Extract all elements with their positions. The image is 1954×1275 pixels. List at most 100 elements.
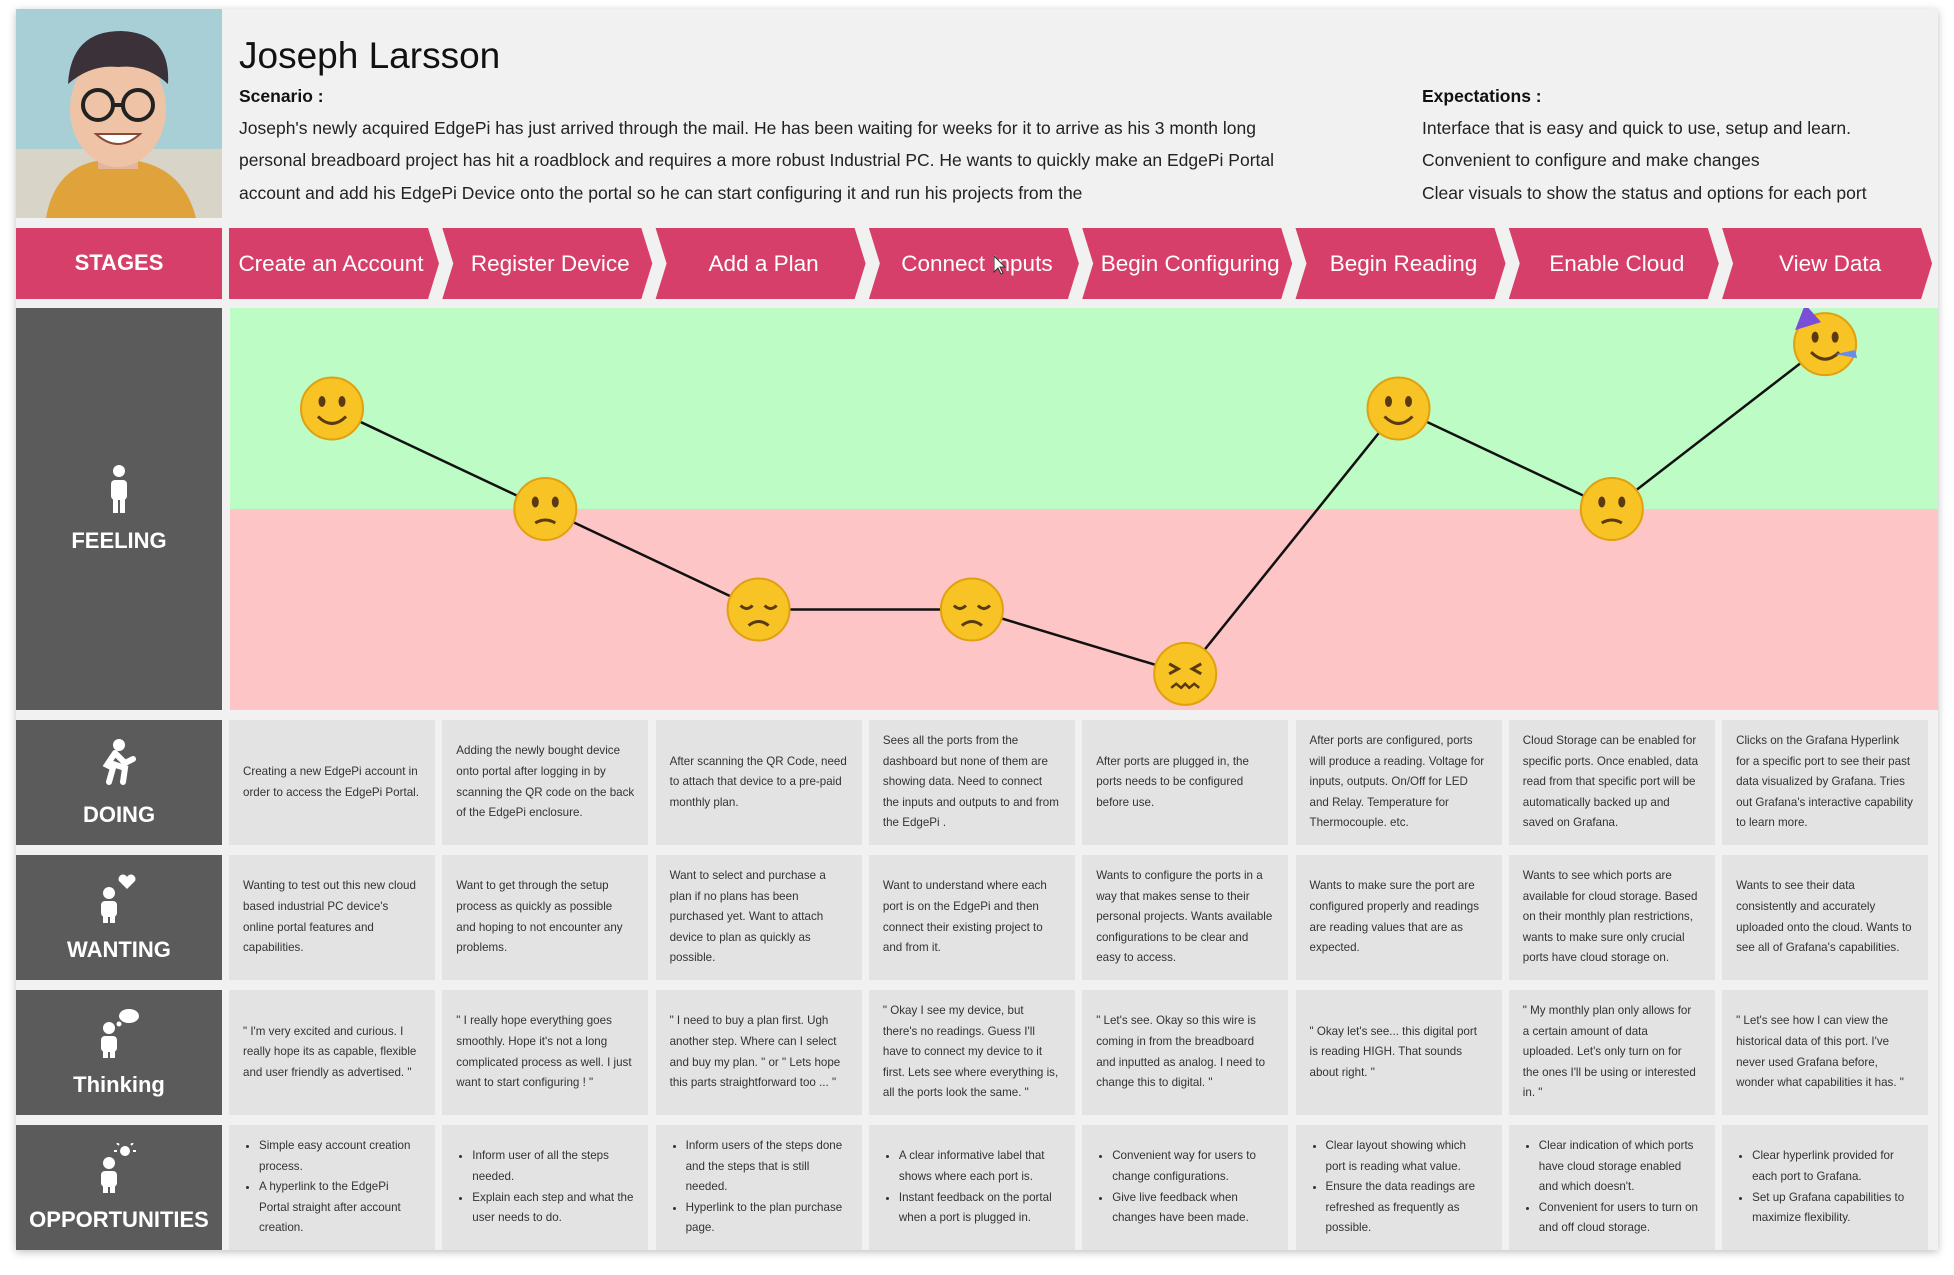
row-icon [97, 873, 141, 929]
feeling-emoji [726, 577, 791, 642]
expectation: Convenient to configure and make changes [1422, 150, 1760, 171]
stage-arrow [1722, 228, 1933, 299]
bullet-item: Hyperlink to the plan purchase page. [686, 1198, 848, 1239]
row-cell: Sees all the ports from the dashboard bu… [868, 720, 1075, 845]
emoji-face [1579, 477, 1644, 541]
emoji-face [1366, 376, 1431, 441]
row-cell: Clicks on the Grafana Hyperlink for a sp… [1722, 720, 1929, 845]
emoji-eye [1385, 396, 1392, 407]
cell-text: Want to get through the setup process as… [456, 879, 623, 955]
stage-label: Connect Inputs [901, 251, 1052, 276]
stages-row: STAGES Create an Account Register Device A… [16, 228, 1933, 299]
stage-label: Enable Cloud [1549, 251, 1684, 276]
feeling-emoji [1793, 308, 1858, 377]
cell-text: Wants to make sure the port are configur… [1309, 879, 1480, 955]
cell-text: After scanning the QR Code, need to atta… [669, 754, 847, 809]
cell-text: " My monthly plan only allows for a cert… [1522, 1004, 1696, 1100]
feeling-chart [230, 308, 1938, 710]
bullet-list: A clear informative label that shows whe… [883, 1146, 1061, 1228]
cell-text: Creating a new EdgePi account in order t… [243, 764, 419, 799]
cell-text: After ports are configured, ports will p… [1309, 734, 1485, 830]
bullet-item: A clear informative label that shows whe… [899, 1146, 1061, 1187]
bullet-list: Convenient way for users to change confi… [1096, 1146, 1274, 1228]
row-cell: Clear hyperlink provided for each port t… [1722, 1125, 1929, 1250]
row-icon-svg [102, 738, 136, 785]
cell-text: Sees all the ports from the dashboard bu… [882, 734, 1059, 830]
emoji-face [513, 477, 578, 541]
bullet-item: Inform users of the steps done and the s… [686, 1136, 848, 1198]
cell-text: " I need to buy a plan first. Ugh anothe… [669, 1014, 841, 1090]
journey-map: Joseph Larsson Scenario : Joseph's newly… [16, 9, 1938, 1250]
row-cell: Creating a new EdgePi account in order t… [229, 720, 435, 845]
feeling-emoji [300, 376, 364, 441]
stage-arrow [1508, 228, 1719, 299]
stage-arrow [868, 228, 1079, 299]
stage-label: Begin Configuring [1101, 251, 1280, 276]
bullet-list: Clear layout showing which port is readi… [1310, 1136, 1488, 1239]
bullet-item: Set up Grafana capabilities to maximize … [1752, 1188, 1914, 1229]
row-label-box: Thinking [16, 990, 222, 1115]
row-cell: Clear indication of which ports have clo… [1508, 1125, 1715, 1250]
emoji-mouth [960, 620, 983, 627]
cell-text: Want to select and purchase a plan if no… [669, 869, 826, 965]
row-cell: Wants to make sure the port are configur… [1295, 855, 1502, 980]
emoji-mouth [534, 518, 557, 525]
bullet-item: A hyperlink to the EdgePi Portal straigh… [259, 1177, 421, 1239]
positive-band [230, 308, 1938, 509]
row-label: DOING [82, 801, 156, 827]
emoji-eye [1831, 331, 1839, 343]
emoji-mouth [1170, 682, 1200, 690]
emoji-eyes [739, 604, 778, 610]
row-cell: After scanning the QR Code, need to atta… [655, 720, 862, 845]
row-label: FEELING [71, 528, 167, 553]
emoji-face [1793, 312, 1858, 377]
feeling-line [331, 343, 1826, 676]
row-cell: Wants to see which ports are available f… [1508, 855, 1715, 980]
row-cell: " Let's see. Okay so this wire is coming… [1082, 990, 1289, 1115]
stage-arrow [229, 228, 439, 299]
bullet-item: Convenient way for users to change confi… [1112, 1146, 1274, 1187]
cell-text: Wanting to test out this new cloud based… [243, 879, 416, 955]
row-cell: After ports are plugged in, the ports ne… [1082, 720, 1289, 845]
row-label: Thinking [73, 1071, 165, 1097]
expectations-list: Interface that is easy and quick to use,… [1422, 112, 1922, 209]
row-cell: Clear layout showing which port is readi… [1295, 1125, 1502, 1250]
row-cell: " I need to buy a plan first. Ugh anothe… [655, 990, 862, 1115]
stage-label: Begin Reading [1330, 251, 1478, 276]
feeling-emoji [513, 477, 578, 541]
negative-band [230, 509, 1938, 710]
row-cell: After ports are configured, ports will p… [1295, 720, 1502, 845]
persona-name: Joseph Larsson [239, 35, 501, 76]
row-icon [97, 1008, 141, 1064]
cell-text: After ports are plugged in, the ports ne… [1096, 754, 1249, 809]
row-cell: Wants to configure the ports in a way th… [1082, 855, 1289, 980]
row-cell: " My monthly plan only allows for a cert… [1508, 990, 1715, 1115]
stages-label: STAGES [75, 250, 164, 275]
bullet-list: Inform user of all the steps needed.Expl… [456, 1146, 634, 1228]
emoji-eye [551, 496, 559, 508]
bullet-list: Clear indication of which ports have clo… [1523, 1136, 1701, 1239]
row-icon-svg [101, 1008, 139, 1058]
emoji-face [300, 376, 364, 441]
row-label: WANTING [67, 936, 171, 962]
stage-arrow [1295, 228, 1506, 299]
row-cell: Adding the newly bought device onto port… [442, 720, 649, 845]
stages-label-box [16, 228, 222, 299]
row-icon [97, 738, 141, 794]
row-cell: Cloud Storage can be enabled for specifi… [1508, 720, 1715, 845]
row-cell: " Let's see how I can view the historica… [1722, 990, 1929, 1115]
expectation: Interface that is easy and quick to use,… [1422, 118, 1852, 138]
emoji-eye [338, 396, 346, 407]
bullet-list: Simple easy account creation process.A h… [243, 1136, 421, 1239]
bullet-item: Instant feedback on the portal when a po… [899, 1188, 1061, 1229]
bullet-item: Give live feedback when changes have bee… [1112, 1188, 1274, 1229]
row-cell: Want to select and purchase a plan if no… [655, 855, 862, 980]
row-cell: Inform user of all the steps needed.Expl… [442, 1125, 649, 1250]
stage-arrow [655, 228, 866, 299]
emoji-mouth [1601, 518, 1623, 525]
cell-text: " Okay I see my device, but there's no r… [882, 1004, 1059, 1100]
row-cell: Convenient way for users to change confi… [1082, 1125, 1289, 1250]
cell-text: " Let's see how I can view the historica… [1736, 1014, 1904, 1090]
bullet-item: Explain each step and what the user need… [472, 1188, 634, 1229]
